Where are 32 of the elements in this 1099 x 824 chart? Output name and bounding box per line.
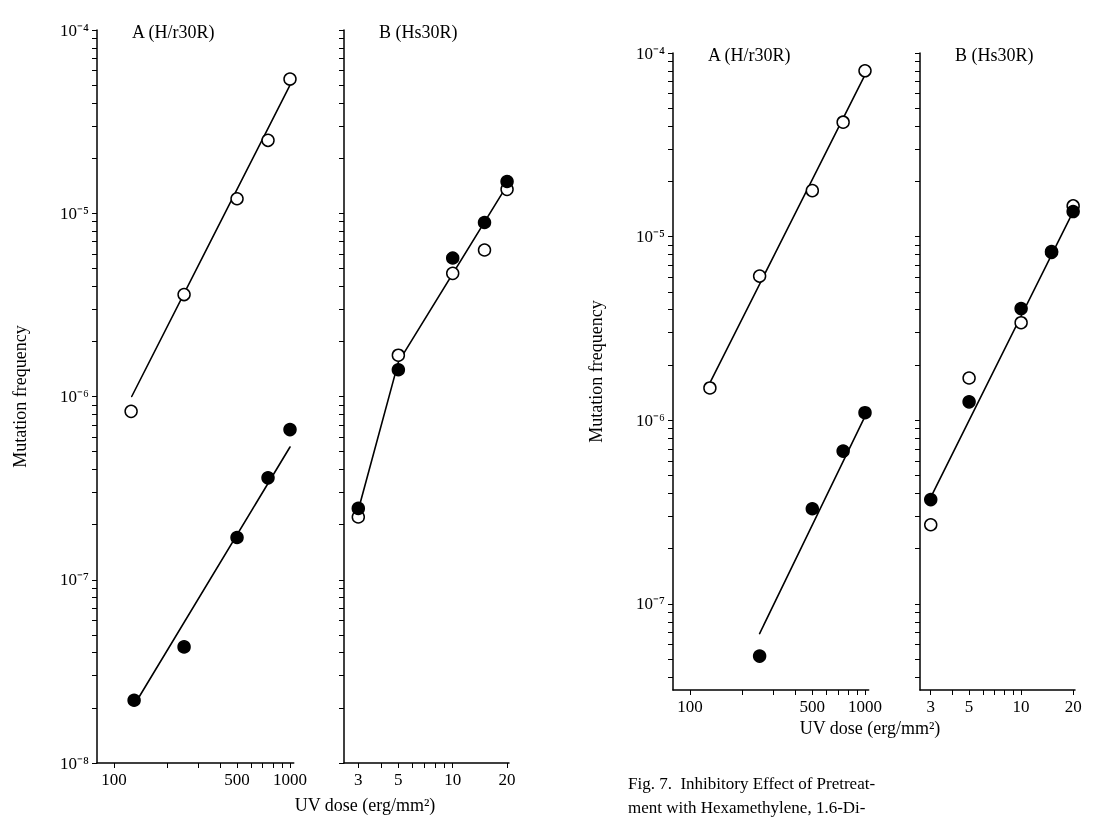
y-tick-label: 10⁻⁸: [60, 753, 90, 773]
y-tick-label: 10⁻⁵: [636, 227, 666, 247]
x-tick-label: 3: [926, 697, 935, 716]
x-tick-label: 20: [1064, 697, 1082, 716]
x-axis-title: UV dose (erg/mm²): [799, 718, 941, 739]
x-tick-label: 5: [964, 697, 974, 716]
y-tick-label: 10⁻⁵: [60, 203, 90, 223]
x-axis-title: UV dose (erg/mm²): [294, 795, 436, 816]
y-axis-title: Mutation frequency: [586, 300, 606, 443]
x-tick-label: 100: [101, 770, 127, 789]
x-tick-label: 10: [1012, 697, 1030, 716]
y-tick-label: 10⁻⁷: [60, 570, 90, 590]
chart-title: B (Hs30R): [379, 22, 458, 43]
x-tick-label: 100: [677, 697, 703, 716]
caption: Fig. 7. Inhibitory Effect of Pretreat- ment with Hexamethylene, 1.6-Di-: [628, 773, 876, 819]
x-tick-label: 10: [444, 770, 462, 789]
y-tick-label: 10⁻⁴: [60, 20, 90, 40]
x-tick-label: 500: [799, 697, 826, 716]
y-tick-label: 10⁻⁶: [636, 410, 666, 430]
y-axis-title: Mutation frequency: [10, 325, 30, 468]
x-tick-label: 5: [394, 770, 403, 789]
y-tick-label: 10⁻⁷: [636, 594, 666, 614]
x-tick-label: 3: [354, 770, 363, 789]
y-tick-label: 10⁻⁶: [60, 387, 90, 406]
x-tick-label: 20: [498, 770, 516, 789]
x-tick-label: 1000: [848, 697, 882, 716]
y-tick-label: 10⁻⁴: [636, 43, 666, 63]
x-tick-label: 1000: [273, 770, 307, 789]
chart-title: A (H/r30R): [708, 45, 791, 66]
chart-title: A (H/r30R): [132, 22, 215, 43]
chart-title: B (Hs30R): [955, 45, 1034, 66]
x-tick-label: 500: [224, 770, 250, 789]
